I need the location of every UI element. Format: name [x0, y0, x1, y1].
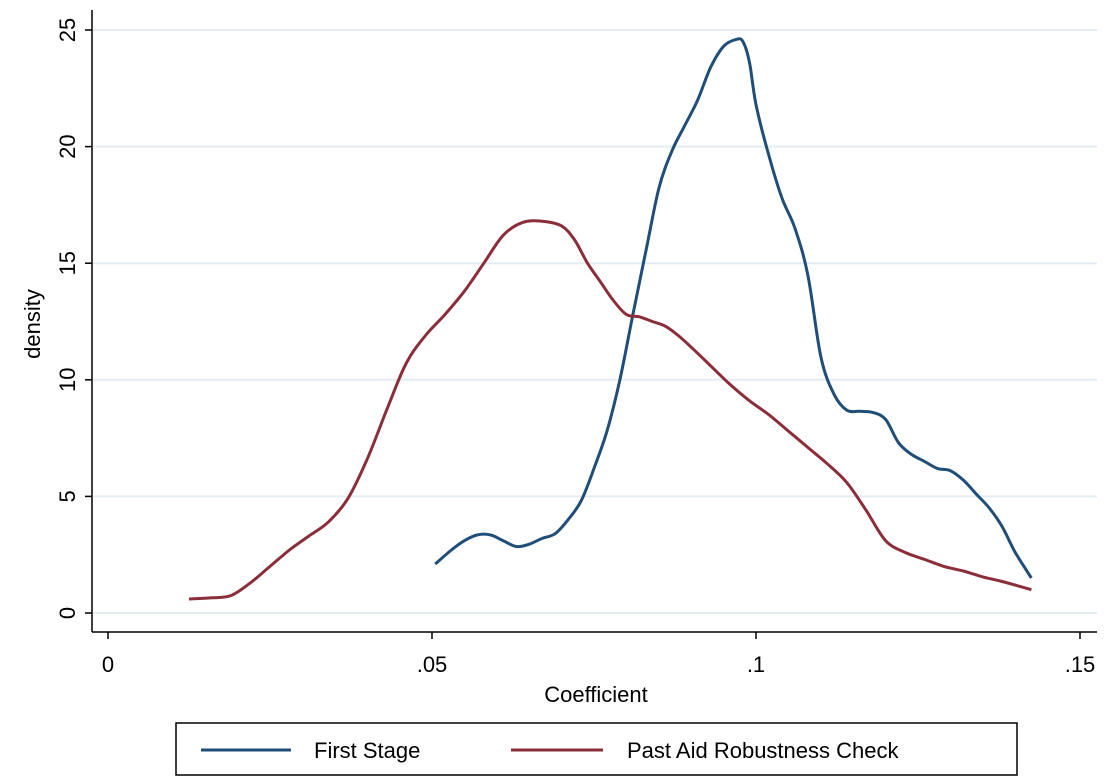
- x-tick-label-.1: .1: [747, 652, 765, 677]
- gridlines: [93, 29, 1097, 614]
- x-tick-label-0: 0: [102, 652, 114, 677]
- legend-label-first-stage: First Stage: [314, 738, 420, 763]
- plot-series: [188, 37, 1033, 601]
- y-tick-label-0: 0: [55, 607, 80, 619]
- y-tick-label-15: 15: [55, 251, 80, 275]
- legend: First Stage Past Aid Robustness Check: [175, 722, 1018, 776]
- series-line-past-aid-robustness-check: [188, 219, 1032, 601]
- series-line-first-stage: [434, 37, 1033, 579]
- y-tick-label-10: 10: [55, 368, 80, 392]
- x-axis-title: Coefficient: [544, 682, 648, 707]
- y-tick-label-20: 20: [55, 134, 80, 158]
- y-axis-title: density: [20, 289, 45, 359]
- y-tick-label-5: 5: [55, 490, 80, 502]
- y-tick-label-25: 25: [55, 18, 80, 42]
- x-tick-label-.15: .15: [1065, 652, 1096, 677]
- x-tick-label-.05: .05: [417, 652, 448, 677]
- legend-label-past-aid-robustness-check: Past Aid Robustness Check: [627, 738, 899, 763]
- axes: 0 5 10 15 20 25 0 .05 .1 .15: [55, 10, 1097, 677]
